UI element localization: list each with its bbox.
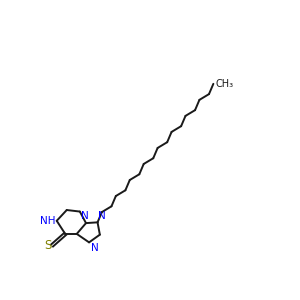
Text: CH₃: CH₃ [216, 79, 234, 89]
Text: N: N [98, 211, 106, 221]
Text: N: N [81, 211, 88, 221]
Text: S: S [44, 239, 51, 252]
Text: N: N [91, 243, 98, 253]
Text: NH: NH [40, 216, 55, 226]
